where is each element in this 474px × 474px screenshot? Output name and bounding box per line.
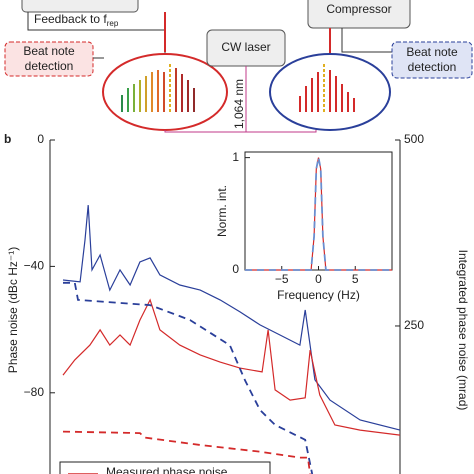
y2-tick-label: 250 [404, 318, 424, 332]
series-line [245, 157, 392, 271]
cut-box [21, 0, 139, 13]
comb [121, 62, 195, 112]
inset-frame [244, 151, 393, 271]
feedback-sub: rep [107, 19, 119, 28]
left-box-text: detection [25, 59, 74, 73]
left-box [4, 41, 94, 77]
left-box-text: Beat note [23, 44, 75, 58]
cw-text: CW laser [221, 40, 270, 54]
comb [299, 62, 355, 112]
legend-label: Measured phase noise [106, 465, 228, 474]
right-box-text: Beat note [406, 45, 458, 59]
feedback-text: Feedback to f [34, 12, 107, 26]
legend-box [59, 461, 271, 474]
y-tick-label: 0 [37, 132, 44, 146]
y-tick-label: −40 [24, 259, 45, 273]
y2-axis-label: Integrated phase noise (mrad) [456, 250, 470, 411]
connector [341, 28, 392, 53]
y-tick-label: 0 [232, 262, 239, 276]
y2-tick-label: 500 [404, 132, 424, 146]
y-axis-label: Phase noise (dBc Hz⁻¹) [6, 247, 20, 373]
x-axis-label: Frequency (Hz) [277, 288, 360, 302]
feedback-label: Feedback to frep [34, 12, 119, 28]
series-line [62, 205, 401, 431]
y-tick-label: 1 [232, 150, 239, 164]
x-tick-label: −5 [275, 272, 289, 286]
panel-label: b [4, 132, 11, 146]
series-line [62, 298, 401, 436]
compressor-text: Compressor [326, 2, 391, 16]
series-line [63, 281, 314, 474]
compressor-box [307, 0, 411, 29]
y-tick-label: −80 [24, 385, 45, 399]
wavelength: 1,064 nm [232, 79, 246, 129]
x-tick-label: 0 [315, 272, 322, 286]
right-box [391, 41, 473, 79]
right-box-text: detection [408, 60, 457, 74]
series-line [62, 430, 311, 474]
x-tick-label: 5 [352, 272, 359, 286]
y-axis-label: Norm. int. [215, 185, 229, 237]
